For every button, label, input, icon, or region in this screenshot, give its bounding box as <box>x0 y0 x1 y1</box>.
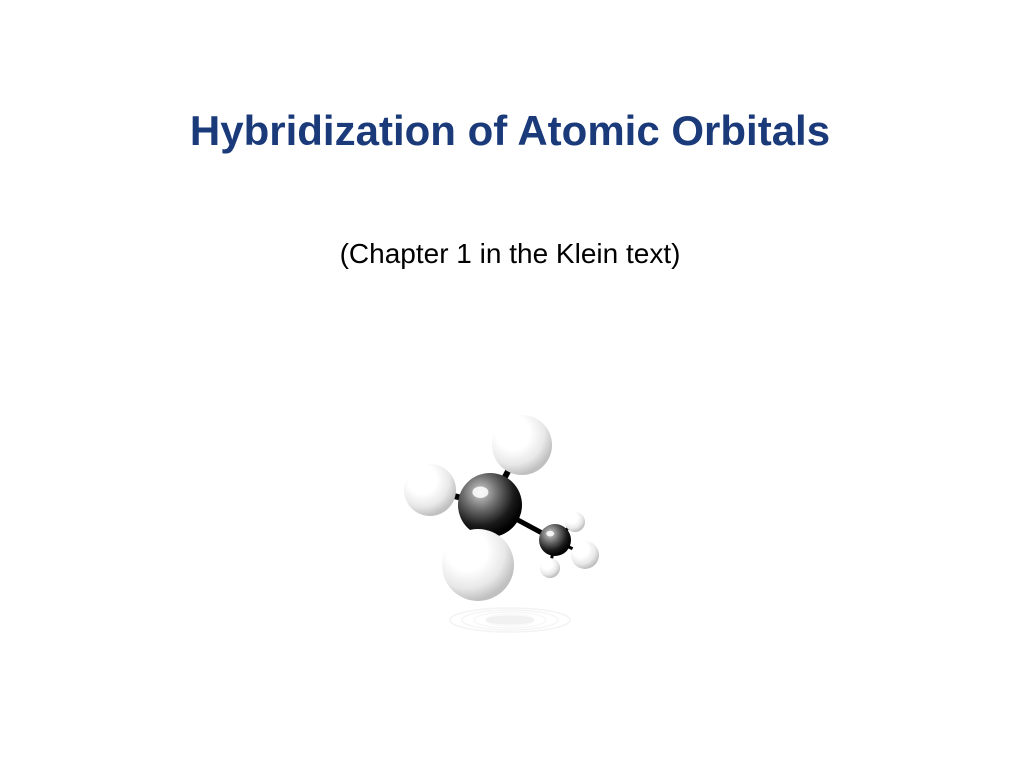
page-title: Hybridization of Atomic Orbitals <box>0 107 1020 155</box>
subtitle: (Chapter 1 in the Klein text) <box>0 238 1020 270</box>
molecule-diagram <box>380 400 640 660</box>
